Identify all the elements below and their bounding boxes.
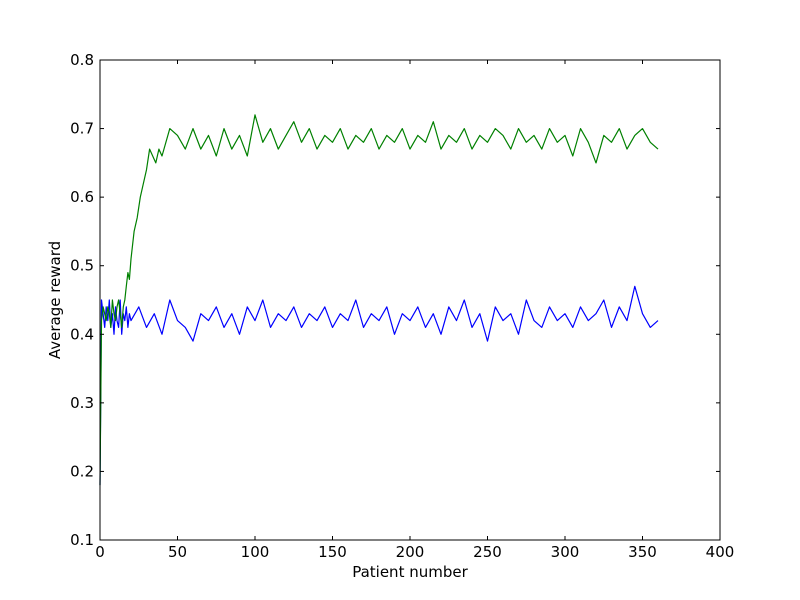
x-tick-label: 250 bbox=[473, 543, 502, 561]
x-tick-label: 100 bbox=[241, 543, 270, 561]
tick-layer: 0 50 100 150 200 250 300 350 400 0.1 0.2 0.3 0.4 0.5 0… bbox=[70, 51, 734, 561]
x-tick-label: 0 bbox=[95, 543, 105, 561]
series-line-2 bbox=[99, 114, 659, 486]
x-tick-label: 150 bbox=[318, 543, 347, 561]
y-tick-label: 0.2 bbox=[70, 462, 94, 480]
y-tick-label: 0.1 bbox=[70, 531, 94, 549]
x-axis-label: Patient number bbox=[352, 563, 468, 581]
x-tick-label: 200 bbox=[396, 543, 425, 561]
x-tick-label: 300 bbox=[551, 543, 580, 561]
y-tick-label: 0.8 bbox=[70, 51, 94, 69]
x-tick-label: 400 bbox=[706, 543, 735, 561]
series-layer bbox=[99, 114, 659, 486]
x-tick-label: 50 bbox=[168, 543, 187, 561]
y-tick-label: 0.3 bbox=[70, 394, 94, 412]
y-tick-label: 0.6 bbox=[70, 188, 94, 206]
plot-area bbox=[100, 60, 720, 540]
y-tick-label: 0.7 bbox=[70, 120, 94, 138]
y-tick-label: 0.4 bbox=[70, 325, 94, 343]
x-tick-label: 350 bbox=[628, 543, 657, 561]
y-axis-label: Average reward bbox=[46, 241, 64, 359]
y-tick-label: 0.5 bbox=[70, 257, 94, 275]
